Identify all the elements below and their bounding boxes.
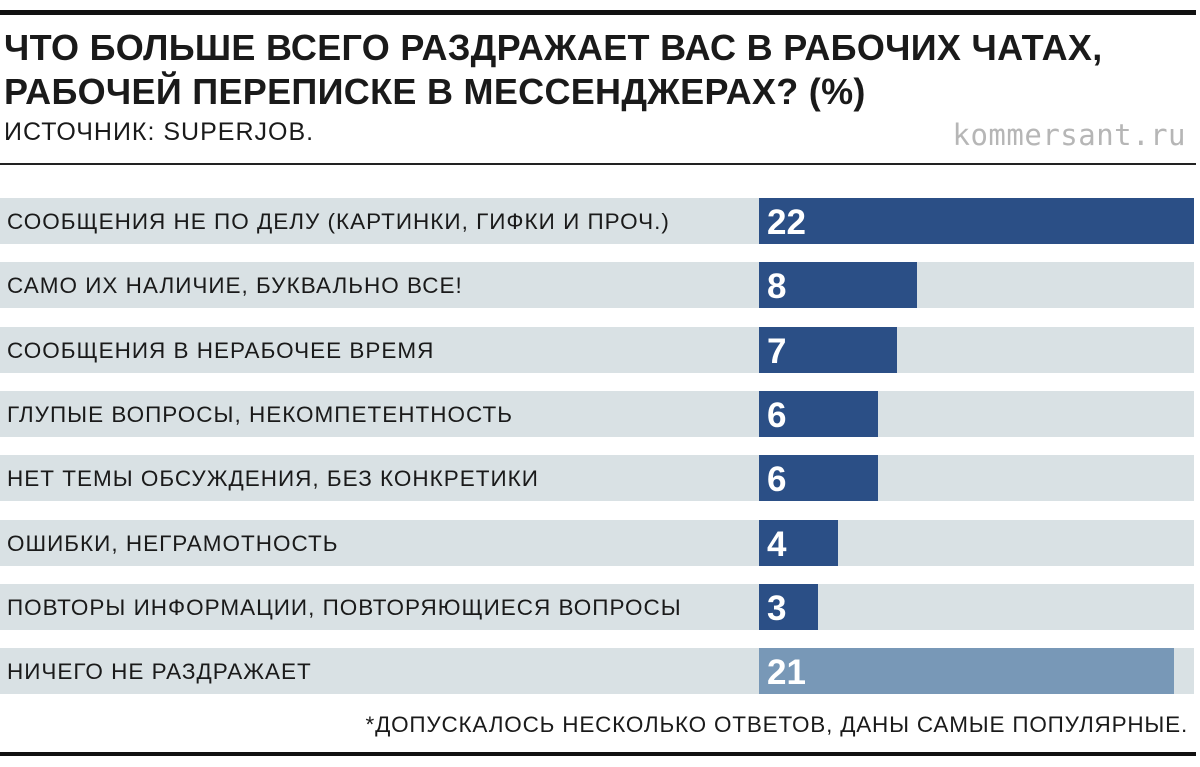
bar: 4 [759,520,838,566]
value-label: 6 [767,460,787,499]
chart-title: ЧТО БОЛЬШЕ ВСЕГО РАЗДРАЖАЕТ ВАС В РАБОЧИ… [4,26,1184,114]
category-label: НИЧЕГО НЕ РАЗДРАЖАЕТ [7,659,312,684]
value-label: 6 [767,396,787,435]
category-label: СООБЩЕНИЯ НЕ ПО ДЕЛУ (КАРТИНКИ, ГИФКИ И … [7,209,670,234]
top-rule [0,10,1196,15]
chart-row: СООБЩЕНИЯ НЕ ПО ДЕЛУ (КАРТИНКИ, ГИФКИ И … [0,198,1194,244]
source-label: ИСТОЧНИК: SUPERJOB. [4,118,315,146]
value-label: 3 [767,589,787,628]
chart-title-line-1: ЧТО БОЛЬШЕ ВСЕГО РАЗДРАЖАЕТ ВАС В РАБОЧИ… [4,27,1103,68]
category-label: НЕТ ТЕМЫ ОБСУЖДЕНИЯ, БЕЗ КОНКРЕТИКИ [7,466,539,491]
bottom-rule [0,752,1196,756]
kommersant-watermark: kommersant.ru [952,118,1186,152]
category-label: САМО ИХ НАЛИЧИЕ, БУКВАЛЬНО ВСЕ! [7,273,463,298]
bar: 8 [759,262,917,308]
bar: 21 [759,648,1174,694]
chart-row: НЕТ ТЕМЫ ОБСУЖДЕНИЯ, БЕЗ КОНКРЕТИКИ 6 [0,455,1194,501]
value-label: 4 [767,525,787,564]
chart-row: ПОВТОРЫ ИНФОРМАЦИИ, ПОВТОРЯЮЩИЕСЯ ВОПРОС… [0,584,1194,630]
category-label: ПОВТОРЫ ИНФОРМАЦИИ, ПОВТОРЯЮЩИЕСЯ ВОПРОС… [7,595,682,620]
chart-row: ОШИБКИ, НЕГРАМОТНОСТЬ 4 [0,520,1194,566]
footnote: *ДОПУСКАЛОСЬ НЕСКОЛЬКО ОТВЕТОВ, ДАНЫ САМ… [365,712,1188,737]
bar: 3 [759,584,818,630]
category-label: ГЛУПЫЕ ВОПРОСЫ, НЕКОМПЕТЕНТНОСТЬ [7,402,513,427]
bar: 7 [759,327,897,373]
chart-row: САМО ИХ НАЛИЧИЕ, БУКВАЛЬНО ВСЕ! 8 [0,262,1194,308]
value-label: 21 [767,653,806,692]
bar: 22 [759,198,1194,244]
value-label: 8 [767,267,787,306]
value-label: 22 [767,203,806,242]
category-label: СООБЩЕНИЯ В НЕРАБОЧЕЕ ВРЕМЯ [7,338,435,363]
chart-title-line-2: РАБОЧЕЙ ПЕРЕПИСКЕ В МЕССЕНДЖЕРАХ? (%) [4,71,866,112]
value-label: 7 [767,332,787,371]
header-divider [0,163,1196,165]
chart-row: ГЛУПЫЕ ВОПРОСЫ, НЕКОМПЕТЕНТНОСТЬ 6 [0,391,1194,437]
bar: 6 [759,391,878,437]
category-label: ОШИБКИ, НЕГРАМОТНОСТЬ [7,531,339,556]
chart-row: СООБЩЕНИЯ В НЕРАБОЧЕЕ ВРЕМЯ 7 [0,327,1194,373]
chart-row: НИЧЕГО НЕ РАЗДРАЖАЕТ 21 [0,648,1194,694]
bar: 6 [759,455,878,501]
